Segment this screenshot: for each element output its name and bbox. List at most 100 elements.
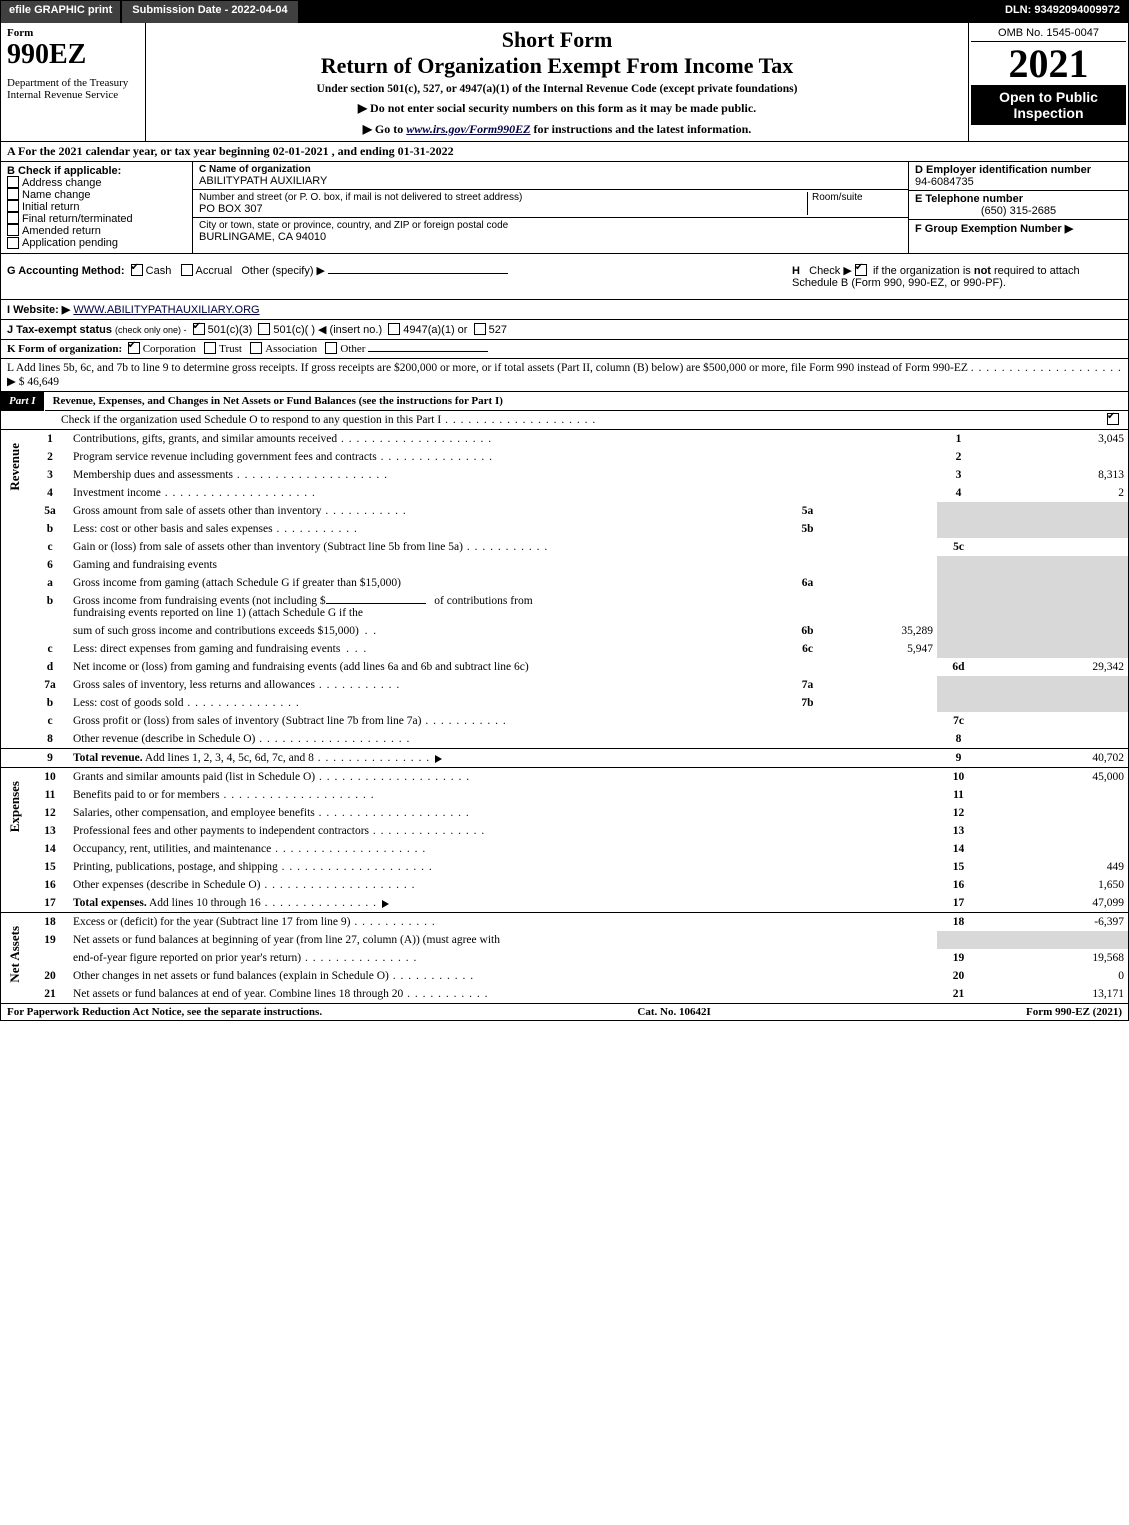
line-4-desc: Investment income <box>69 484 937 502</box>
line-6c-shaded-amt <box>980 640 1128 658</box>
line-10-num: 10 <box>937 768 980 787</box>
org-name-cell: C Name of organization ABILITYPATH AUXIL… <box>193 162 908 190</box>
line-7c-num: 7c <box>937 712 980 730</box>
line-19-num: 19 <box>937 949 980 967</box>
efile-print-label[interactable]: efile GRAPHIC print <box>1 1 122 23</box>
h-text1: Check ▶ <box>809 265 852 277</box>
cb-trust[interactable] <box>204 342 216 354</box>
cb-527[interactable] <box>474 323 486 335</box>
line-6-desc: Gaming and fundraising events <box>69 556 937 574</box>
footer-mid: Cat. No. 10642I <box>637 1006 710 1018</box>
city-label: City or town, state or province, country… <box>199 220 902 231</box>
cb-4947[interactable] <box>388 323 400 335</box>
line-7a-shaded-num <box>937 676 980 694</box>
corporation-label: Corporation <box>143 343 196 355</box>
line-6a-samt <box>829 574 937 592</box>
line-5a-shaded-amt <box>980 502 1128 520</box>
line-12-num: 12 <box>937 804 980 822</box>
ein: 94-6084735 <box>915 176 1122 188</box>
part-1-table: Revenue 1 Contributions, gifts, grants, … <box>1 430 1128 1003</box>
org-name-label: C Name of organization <box>199 164 311 175</box>
line-5a-samt <box>829 502 937 520</box>
website-label: I Website: ▶ <box>7 304 70 316</box>
j-label: J Tax-exempt status <box>7 324 112 336</box>
footer: For Paperwork Reduction Act Notice, see … <box>1 1003 1128 1020</box>
cb-association[interactable] <box>250 342 262 354</box>
line-15-amt: 449 <box>980 858 1128 876</box>
line-6b-snum: 6b <box>786 622 829 640</box>
line-7b-samt <box>829 694 937 712</box>
line-7a-shaded-amt <box>980 676 1128 694</box>
line-14-no: 14 <box>31 840 69 858</box>
line-6b-no: b <box>31 592 69 640</box>
city: BURLINGAME, CA 94010 <box>199 231 902 243</box>
topbar-spacer <box>300 1 997 23</box>
cb-corporation[interactable] <box>128 342 140 354</box>
cb-other-org[interactable] <box>325 342 337 354</box>
h-label: H <box>792 265 800 277</box>
group-exemption-label: F Group Exemption Number ▶ <box>915 222 1122 235</box>
arrow-icon <box>382 900 389 908</box>
group-exemption-cell: F Group Exemption Number ▶ <box>909 220 1128 237</box>
line-17-amt: 47,099 <box>980 894 1128 913</box>
cb-application-pending[interactable]: Application pending <box>7 237 186 249</box>
line-6-no: 6 <box>31 556 69 574</box>
row-i-website: I Website: ▶ WWW.ABILITYPATHAUXILIARY.OR… <box>1 300 1128 320</box>
line-6d-num: 6d <box>937 658 980 676</box>
schedule-o-check-text: Check if the organization used Schedule … <box>61 414 596 426</box>
cb-address-change[interactable]: Address change <box>7 177 186 189</box>
telephone-label: E Telephone number <box>915 193 1122 205</box>
irs-link[interactable]: www.irs.gov/Form990EZ <box>406 122 530 136</box>
line-3-no: 3 <box>31 466 69 484</box>
part-1-title: Revenue, Expenses, and Changes in Net As… <box>45 392 1128 411</box>
line-7c-amt <box>980 712 1128 730</box>
line-2-desc: Program service revenue including govern… <box>69 448 937 466</box>
row-l-gross-receipts: L Add lines 5b, 6c, and 7b to line 9 to … <box>1 359 1128 392</box>
line-5b-no: b <box>31 520 69 538</box>
line-8-amt <box>980 730 1128 749</box>
line-11-desc: Benefits paid to or for members <box>69 786 937 804</box>
cb-cash[interactable] <box>131 264 143 276</box>
line-11-amt <box>980 786 1128 804</box>
cb-final-return[interactable]: Final return/terminated <box>7 213 186 225</box>
4947-label: 4947(a)(1) or <box>403 324 467 336</box>
cb-initial-return[interactable]: Initial return <box>7 201 186 213</box>
cb-schedule-o[interactable] <box>1107 413 1119 425</box>
line-20-amt: 0 <box>980 967 1128 985</box>
line-7c-desc: Gross profit or (loss) from sales of inv… <box>69 712 937 730</box>
cb-501c3[interactable] <box>193 323 205 335</box>
line-7b-shaded-amt <box>980 694 1128 712</box>
omb-number: OMB No. 1545-0047 <box>971 25 1126 42</box>
entity-section: B Check if applicable: Address change Na… <box>1 162 1128 254</box>
line-6b-shaded-num-2 <box>937 622 980 640</box>
line-1-desc: Contributions, gifts, grants, and simila… <box>69 430 937 448</box>
association-label: Association <box>265 343 317 355</box>
line-21-num: 21 <box>937 985 980 1003</box>
telephone: (650) 315-2685 <box>915 205 1122 217</box>
line-20-desc: Other changes in net assets or fund bala… <box>69 967 937 985</box>
form-number: 990EZ <box>7 39 139 71</box>
open-to-public: Open to Public Inspection <box>971 84 1126 125</box>
cb-accrual[interactable] <box>181 264 193 276</box>
cb-schedule-b[interactable] <box>855 264 867 276</box>
check-if-applicable-label: B Check if applicable: <box>7 165 186 177</box>
cb-name-change[interactable]: Name change <box>7 189 186 201</box>
k-label: K Form of organization: <box>7 343 122 355</box>
cb-501c[interactable] <box>258 323 270 335</box>
cb-amended-return[interactable]: Amended return <box>7 225 186 237</box>
line-10-amt: 45,000 <box>980 768 1128 787</box>
cash-label: Cash <box>146 265 172 277</box>
line-2-no: 2 <box>31 448 69 466</box>
line-9-no: 9 <box>31 749 69 768</box>
row-a-tax-year: A For the 2021 calendar year, or tax yea… <box>1 142 1128 162</box>
line-5b-shaded-amt <box>980 520 1128 538</box>
tax-year: 2021 <box>971 42 1126 84</box>
website-url[interactable]: WWW.ABILITYPATHAUXILIARY.ORG <box>73 304 259 316</box>
l-amount: $ 46,649 <box>19 376 59 388</box>
line-2-num: 2 <box>937 448 980 466</box>
line-6b-desc-1: Gross income from fundraising events (no… <box>69 592 937 622</box>
header-mid: Short Form Return of Organization Exempt… <box>146 23 968 141</box>
line-18-amt: -6,397 <box>980 913 1128 932</box>
line-5c-no: c <box>31 538 69 556</box>
dln: DLN: 93492094009972 <box>997 1 1128 23</box>
